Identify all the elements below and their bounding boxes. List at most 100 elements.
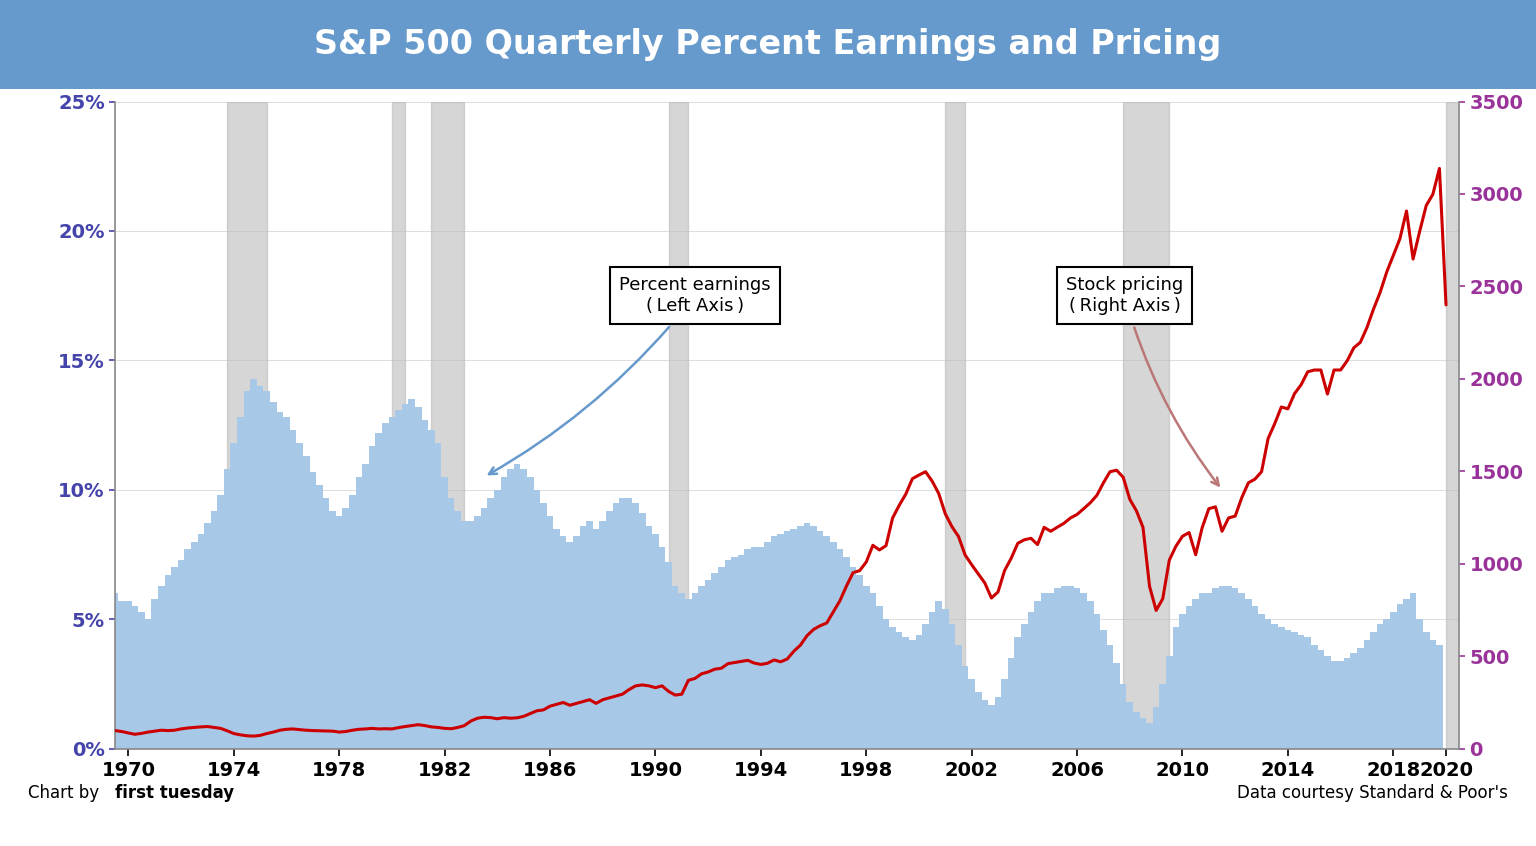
Bar xyxy=(668,102,688,749)
Bar xyxy=(190,541,198,749)
Bar xyxy=(975,692,982,749)
Bar xyxy=(1061,585,1068,749)
Bar xyxy=(763,541,771,749)
Bar xyxy=(164,575,170,749)
Bar xyxy=(1034,602,1041,749)
Bar xyxy=(1134,712,1140,749)
Bar xyxy=(1123,102,1169,749)
Bar xyxy=(118,602,124,749)
Bar xyxy=(1068,585,1074,749)
Bar xyxy=(1226,585,1232,749)
Bar xyxy=(909,640,915,749)
Bar xyxy=(389,417,395,749)
Bar xyxy=(270,402,276,749)
Bar xyxy=(124,602,132,749)
Bar xyxy=(757,547,763,749)
Bar xyxy=(1192,599,1200,749)
Bar xyxy=(607,510,613,749)
Bar xyxy=(639,514,645,749)
Bar xyxy=(158,585,164,749)
Bar xyxy=(1310,645,1318,749)
Bar xyxy=(1272,624,1278,749)
Bar xyxy=(230,443,237,749)
Bar xyxy=(507,470,513,749)
Bar xyxy=(1087,602,1094,749)
Bar xyxy=(1246,599,1252,749)
Bar xyxy=(1376,624,1384,749)
Bar xyxy=(903,637,909,749)
Bar xyxy=(204,524,210,749)
Bar xyxy=(1001,678,1008,749)
Bar xyxy=(170,568,178,749)
Bar xyxy=(645,526,653,749)
Bar xyxy=(1304,637,1310,749)
Bar xyxy=(942,609,949,749)
Bar xyxy=(461,521,467,749)
Bar xyxy=(432,102,464,749)
Bar xyxy=(1436,645,1442,749)
Bar xyxy=(1370,632,1376,749)
Bar xyxy=(1120,684,1126,749)
Bar xyxy=(362,464,369,749)
Bar xyxy=(1154,707,1160,749)
Bar xyxy=(817,531,823,749)
Bar xyxy=(1212,588,1218,749)
Bar xyxy=(751,547,757,749)
Bar xyxy=(296,443,303,749)
Bar xyxy=(356,477,362,749)
Bar xyxy=(257,387,264,749)
Bar xyxy=(1160,684,1166,749)
Bar xyxy=(132,607,138,749)
Bar xyxy=(783,531,791,749)
Text: S&P 500 Quarterly Percent Earnings and Pricing: S&P 500 Quarterly Percent Earnings and P… xyxy=(315,28,1221,61)
Bar xyxy=(290,431,296,749)
Bar xyxy=(264,392,270,749)
Text: Chart by: Chart by xyxy=(28,784,104,802)
Bar xyxy=(731,558,737,749)
Bar xyxy=(1107,645,1114,749)
Bar xyxy=(829,541,837,749)
Bar xyxy=(487,497,495,749)
Bar xyxy=(1284,629,1292,749)
Text: Percent earnings
( Left Axis ): Percent earnings ( Left Axis ) xyxy=(488,277,771,474)
Bar xyxy=(184,549,190,749)
Bar xyxy=(1180,614,1186,749)
Bar xyxy=(791,529,797,749)
Bar xyxy=(922,624,929,749)
Bar xyxy=(323,497,329,749)
Bar xyxy=(449,497,455,749)
Bar xyxy=(475,516,481,749)
Bar xyxy=(949,624,955,749)
Bar xyxy=(1206,593,1212,749)
Bar xyxy=(1172,627,1180,749)
Bar xyxy=(935,602,942,749)
FancyBboxPatch shape xyxy=(0,0,1536,89)
Bar xyxy=(1028,612,1034,749)
Bar xyxy=(547,516,553,749)
Bar xyxy=(895,632,903,749)
Bar xyxy=(1008,658,1014,749)
Bar xyxy=(1344,658,1350,749)
Bar xyxy=(1218,585,1226,749)
Bar xyxy=(1126,702,1134,749)
Bar xyxy=(409,399,415,749)
Bar xyxy=(777,534,783,749)
Bar xyxy=(745,549,751,749)
Bar xyxy=(929,612,935,749)
Bar xyxy=(533,490,541,749)
Bar xyxy=(495,490,501,749)
Bar xyxy=(375,433,382,749)
Bar xyxy=(599,521,607,749)
Bar xyxy=(316,485,323,749)
Bar xyxy=(112,593,118,749)
Bar xyxy=(217,495,224,749)
Bar xyxy=(553,529,561,749)
Bar xyxy=(705,580,711,749)
Bar xyxy=(915,634,922,749)
Bar xyxy=(883,619,889,749)
Bar xyxy=(823,536,829,749)
Bar xyxy=(152,599,158,749)
Bar xyxy=(843,558,849,749)
Bar xyxy=(593,529,599,749)
Bar xyxy=(1146,722,1154,749)
